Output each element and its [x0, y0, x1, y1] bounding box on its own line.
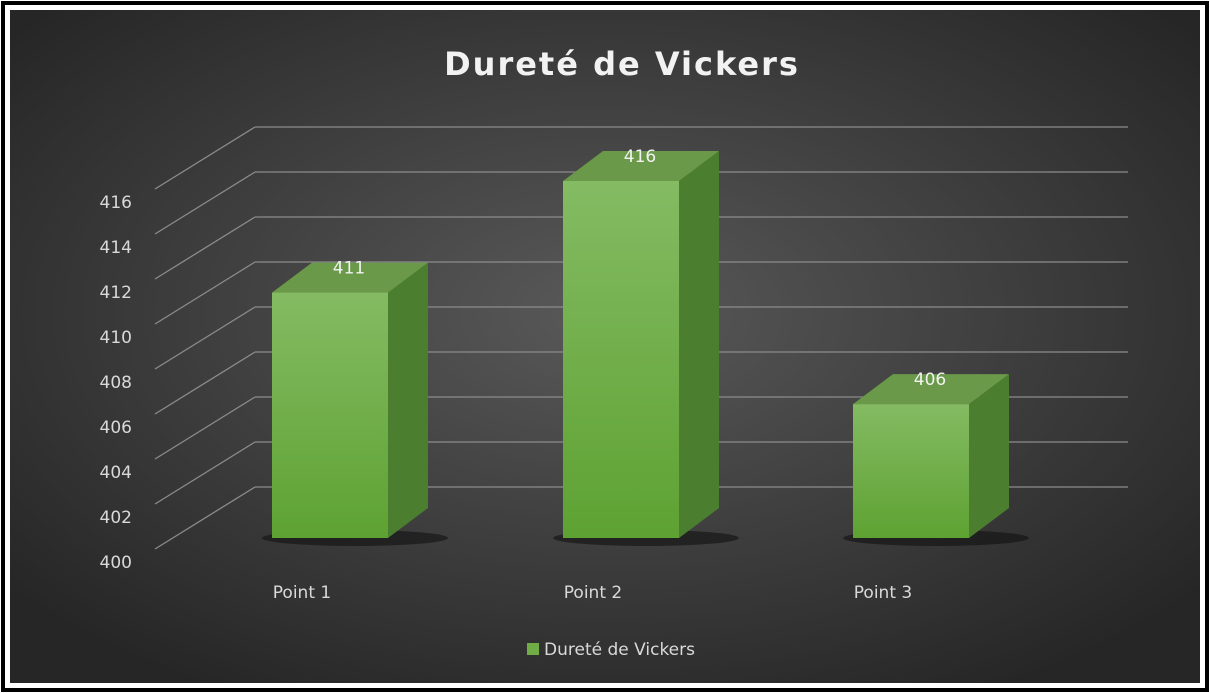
bar-side	[388, 262, 428, 538]
bar	[563, 181, 679, 538]
y-tick-label: 410	[100, 328, 132, 348]
data-label: 416	[624, 147, 656, 167]
legend-label: Dureté de Vickers	[544, 640, 695, 660]
grid-line-side	[154, 261, 256, 325]
x-tick-label: Point 2	[564, 583, 622, 603]
grid-line-side	[154, 216, 256, 280]
x-tick-label: Point 3	[854, 583, 912, 603]
bar-side	[679, 151, 719, 538]
grid-line-side	[154, 351, 256, 415]
data-label: 411	[333, 259, 365, 279]
bar-top	[563, 151, 719, 181]
legend-swatch	[527, 643, 539, 655]
grid-line-side	[154, 486, 256, 550]
y-tick-label: 416	[100, 193, 132, 213]
y-tick-label: 404	[100, 463, 132, 483]
data-label: 406	[914, 370, 946, 390]
grid-line-side	[154, 396, 256, 460]
grid-line-side	[154, 126, 256, 190]
bar	[272, 292, 388, 538]
grid-line-side	[154, 441, 256, 505]
y-tick-label: 414	[100, 238, 132, 258]
chart-title: Dureté de Vickers	[444, 45, 800, 83]
y-tick-label: 412	[100, 283, 132, 303]
y-tick-label: 408	[100, 373, 132, 393]
y-tick-label: 402	[100, 508, 132, 528]
bar-side	[969, 374, 1009, 538]
x-tick-label: Point 1	[273, 583, 331, 603]
bar-top	[853, 374, 1009, 405]
bar	[853, 404, 969, 538]
y-tick-label: 406	[100, 418, 132, 438]
grid-line-side	[154, 306, 256, 370]
bar-top	[272, 262, 428, 293]
grid-line-side	[154, 171, 256, 235]
y-tick-label: 400	[100, 553, 132, 573]
